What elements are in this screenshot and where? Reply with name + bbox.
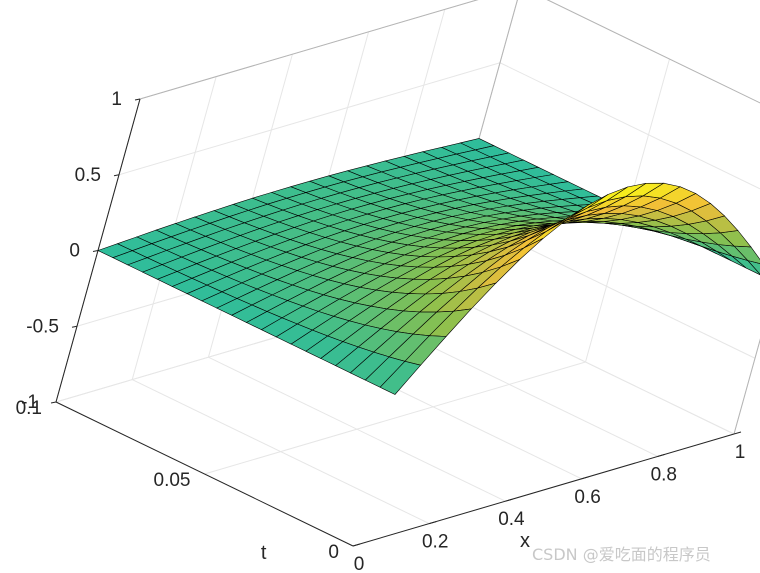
t-tick-label: 0.05: [154, 470, 191, 491]
x-axis-label: x: [520, 530, 530, 552]
z-tick-label: 1: [111, 89, 122, 110]
x-tick-label: 0.6: [574, 487, 600, 508]
watermark-text: CSDN @爱吃面的程序员: [532, 545, 711, 564]
x-tick-label: 0.4: [498, 509, 525, 530]
surface-mesh: [97, 138, 760, 395]
z-tick-label: 0: [69, 241, 80, 262]
surface-patch: [379, 360, 422, 395]
x-tick-label: 0.2: [422, 532, 448, 553]
x-tick-label: 0: [354, 554, 365, 573]
tick-labels: 0 0.2 0.4 0.6 0.8 1 0 0.05 0.1-1 -0.5 0 0.5 1: [16, 89, 746, 573]
t-tick-label: 0.1: [16, 398, 42, 419]
t-tick-label: 0: [328, 542, 339, 563]
t-axis-label: t: [261, 542, 267, 564]
x-tick-label: 0.8: [651, 464, 677, 485]
z-tick-label: 0.5: [75, 165, 101, 186]
z-tick-label: -0.5: [26, 316, 59, 337]
x-tick-label: 1: [735, 442, 746, 463]
z-tick-label: -1: [21, 392, 38, 413]
